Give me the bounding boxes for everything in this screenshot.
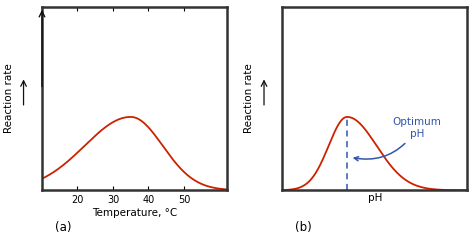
X-axis label: Temperature, °C: Temperature, °C: [91, 208, 177, 218]
Text: (a): (a): [55, 221, 72, 234]
X-axis label: pH: pH: [367, 193, 382, 203]
Text: Reaction rate: Reaction rate: [244, 64, 254, 134]
Text: (b): (b): [295, 221, 312, 234]
Text: Optimum
pH: Optimum pH: [354, 117, 442, 161]
Text: Reaction rate: Reaction rate: [4, 64, 14, 134]
